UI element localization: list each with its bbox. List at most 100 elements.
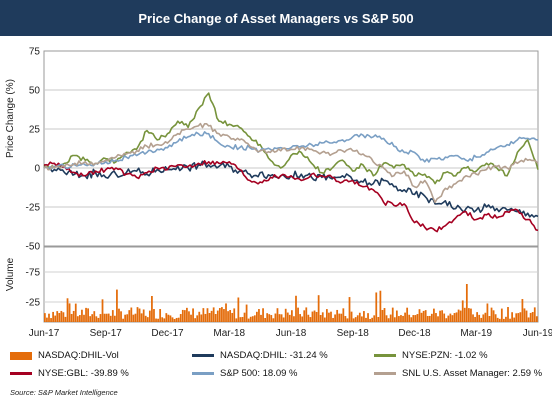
volume-bar: [118, 308, 120, 322]
volume-bar: [443, 313, 446, 322]
volume-bar: [101, 299, 104, 322]
volume-bar: [181, 309, 184, 322]
volume-bar: [533, 307, 536, 322]
volume-bar: [418, 309, 421, 322]
volume-bar: [44, 313, 46, 322]
volume-bar: [249, 316, 252, 322]
volume-bar: [206, 308, 209, 322]
volume-bar: [157, 318, 159, 322]
volume-bar: [385, 315, 388, 322]
volume-bar: [474, 316, 476, 322]
legend-swatch-dhil: [192, 354, 214, 357]
legend-item-dhil-vol: NASDAQ:DHIL-Vol: [10, 350, 119, 361]
volume-bar: [321, 312, 324, 322]
volume-bar: [167, 314, 170, 322]
volume-bar: [445, 318, 448, 322]
volume-bar: [505, 316, 507, 322]
volume-bar: [278, 314, 281, 322]
volume-bar: [297, 307, 299, 322]
volume-axis-label: Volume: [5, 257, 16, 291]
volume-bar: [365, 317, 367, 322]
volume-bar: [317, 295, 320, 322]
source-note: Source: S&P Market Intelligence: [10, 388, 118, 397]
x-tick-label: Sep-17: [90, 328, 123, 339]
volume-bar: [85, 307, 87, 322]
volume-bar: [496, 317, 499, 322]
volume-bar: [70, 313, 73, 322]
legend-swatch-spx: [192, 372, 214, 375]
volume-bar: [97, 317, 100, 322]
volume-bar: [233, 308, 236, 322]
volume-bar: [305, 307, 308, 322]
series-line-gbl: [44, 160, 539, 233]
volume-bar: [218, 308, 221, 322]
volume-bar: [334, 314, 336, 322]
volume-bar: [241, 316, 244, 322]
volume-bar: [375, 292, 378, 322]
volume-bar: [340, 313, 343, 322]
volume-bar: [76, 316, 79, 322]
volume-bar: [243, 312, 246, 322]
volume-bar: [282, 317, 285, 322]
volume-bar: [441, 310, 444, 322]
volume-bar: [426, 315, 429, 322]
volume-bar: [342, 308, 345, 322]
volume-bar: [387, 318, 390, 322]
volume-bar: [188, 311, 190, 322]
volume-bar: [338, 313, 341, 322]
y-tick-label: 0: [34, 164, 40, 175]
volume-bar: [406, 307, 409, 322]
volume-bar: [111, 310, 114, 322]
volume-bar: [256, 311, 258, 322]
volume-bar: [89, 316, 92, 322]
volume-bar: [519, 312, 522, 322]
volume-bar: [400, 315, 402, 322]
volume-bar: [107, 313, 110, 322]
volume-bar: [482, 314, 485, 322]
volume-bar: [262, 308, 264, 322]
legend-item-snl: SNL U.S. Asset Manager: 2.59 %: [374, 368, 542, 379]
volume-bar: [513, 317, 516, 322]
volume-bar: [52, 311, 54, 322]
volume-bar: [151, 296, 153, 322]
volume-bar: [472, 314, 474, 322]
volume-bar: [163, 318, 166, 322]
volume-bar: [116, 289, 118, 322]
volume-bar: [420, 312, 423, 322]
volume-bar: [202, 308, 205, 322]
series-line-snl: [43, 122, 539, 204]
volume-bar: [500, 308, 503, 322]
volume-bar: [50, 318, 52, 322]
volume-bar: [490, 307, 493, 322]
x-tick-label: Sep-18: [337, 328, 370, 339]
volume-bar: [515, 313, 518, 322]
volume-bar: [465, 284, 468, 322]
volume-bar: [319, 314, 322, 322]
volume-bar: [433, 308, 435, 322]
volume-bar: [414, 315, 417, 322]
volume-bar: [492, 310, 495, 322]
volume-bar: [509, 318, 511, 322]
volume-bar: [350, 311, 353, 322]
volume-bar: [134, 313, 137, 322]
volume-bar: [408, 314, 411, 322]
volume-bar: [447, 315, 450, 322]
volume-bar: [159, 309, 162, 322]
legend-label-gbl: NYSE:GBL: -39.89 %: [38, 368, 129, 379]
x-tick-label: Mar-18: [213, 328, 245, 339]
volume-bar: [468, 308, 470, 322]
volume-bar: [470, 308, 472, 322]
volume-bar: [214, 314, 217, 322]
volume-bar: [216, 310, 219, 322]
volume-bar: [173, 318, 176, 322]
volume-bar: [529, 312, 532, 322]
volume-bar: [198, 311, 201, 322]
volume-bar: [402, 315, 404, 322]
volume-bar: [531, 312, 534, 322]
volume-bar: [196, 315, 199, 322]
volume-bar: [404, 312, 406, 322]
volume-tick-label: -25: [26, 298, 41, 309]
legend-item-pzn: NYSE:PZN: -1.02 %: [374, 350, 488, 361]
volume-bar: [266, 313, 269, 322]
volume-bar: [126, 314, 129, 322]
